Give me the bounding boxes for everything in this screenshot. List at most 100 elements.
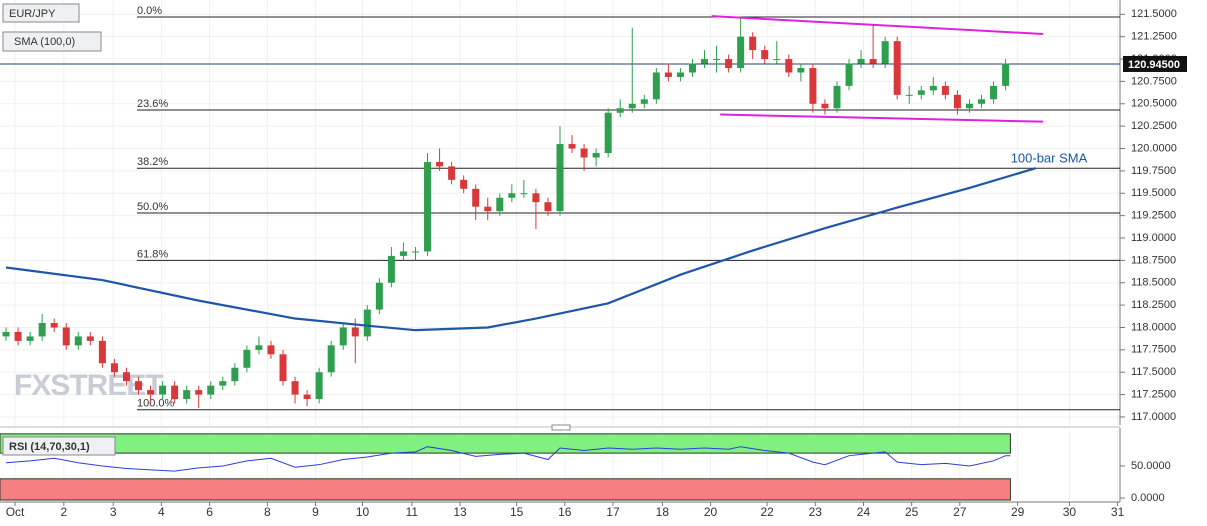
candle-body (520, 193, 528, 195)
candle-body (399, 251, 407, 256)
candle-body (556, 144, 564, 212)
candle-body (701, 59, 709, 64)
candle-body (749, 36, 757, 51)
oversold-band (0, 478, 1011, 501)
candle-body (616, 108, 624, 113)
channel-line (720, 113, 1043, 123)
candle-body (652, 72, 660, 100)
candle-body (387, 255, 395, 283)
x-tick-label: 9 (312, 505, 319, 519)
fib-label: 50.0% (137, 201, 168, 213)
candle-body (183, 390, 191, 400)
y-tick-label: 121.5000 (1131, 8, 1177, 20)
chart-title: EUR/JPY (9, 8, 56, 20)
candle-body (74, 336, 82, 346)
candle-body (14, 331, 22, 341)
candle-body (363, 309, 371, 337)
candle-body (508, 193, 516, 198)
x-tick-label: 4 (158, 505, 165, 519)
y-tick-label: 117.5000 (1131, 366, 1176, 378)
y-tick-label: 120.2500 (1131, 120, 1177, 132)
y-tick-label: 121.2500 (1131, 31, 1177, 43)
x-tick-label: 30 (1063, 505, 1077, 519)
y-tick-label: 118.0000 (1131, 321, 1176, 333)
candle-body (676, 72, 684, 77)
candle-body (255, 345, 263, 350)
candle-body (472, 188, 480, 207)
x-tick-label: 6 (206, 505, 213, 519)
candle-body (411, 251, 419, 253)
last-price-tag (1123, 55, 1187, 72)
candle-body (809, 68, 817, 104)
subtitle-box (2, 31, 102, 52)
y-tick-label: 119.0000 (1131, 232, 1176, 244)
y-tick-label: 50.0000 (1131, 460, 1171, 472)
candle-body (231, 367, 239, 382)
y-tick-label: 120.7500 (1131, 75, 1177, 87)
candle-body (303, 394, 311, 400)
candle-body (207, 385, 215, 395)
candle-body (351, 327, 359, 337)
x-tick-label: 8 (264, 505, 271, 519)
candle-body (279, 354, 287, 382)
chart-subtitle: SMA (100,0) (14, 36, 75, 48)
candle-body (965, 103, 973, 109)
candle-body (496, 197, 504, 212)
y-tick-label: 120.0000 (1131, 142, 1177, 154)
candle-body (484, 206, 492, 212)
candle-body (315, 372, 323, 400)
candle-body (604, 112, 612, 153)
y-tick-label: 117.0000 (1131, 411, 1176, 423)
rsi-line (5, 446, 1011, 472)
candle-body (797, 68, 805, 73)
candle-body (134, 381, 142, 391)
candle-body (592, 153, 600, 158)
y-tick-label: 117.7500 (1131, 344, 1176, 356)
x-tick-label: 31 (1111, 505, 1125, 519)
fib-label: 0.0% (137, 5, 162, 17)
candle-body (122, 372, 130, 382)
candle-body (339, 327, 347, 346)
candle-body (785, 59, 793, 73)
candle-body (2, 331, 10, 337)
fib-label: 23.6% (137, 98, 168, 110)
candle-body (881, 41, 889, 64)
candle-body (737, 36, 745, 68)
candle-body (845, 63, 853, 86)
candle-body (628, 103, 636, 109)
candle-body (50, 323, 58, 328)
candle-body (195, 390, 203, 395)
price-pane: 117.0000 117.2500 117.5000 117.7500 118.0000… (0, 0, 1187, 431)
candle-body (640, 99, 648, 104)
fib-label: 38.2% (137, 156, 168, 168)
x-tick-label: 3 (110, 505, 117, 519)
x-tick-label: 11 (406, 505, 419, 519)
sma-label: 100-bar SMA (1011, 151, 1088, 166)
candle-body (713, 59, 721, 61)
y-tick-label: 118.2500 (1131, 299, 1176, 311)
y-tick-label: 118.5000 (1131, 277, 1176, 289)
candle-body (147, 390, 155, 395)
y-tick-label: 119.7500 (1131, 165, 1176, 177)
candle-body (857, 59, 865, 64)
fib-label: 100.0% (137, 398, 175, 410)
x-tick-label: 24 (857, 505, 871, 519)
candle-body (86, 336, 94, 341)
candle-body (375, 282, 383, 310)
last-price-label: 120.94500 (1128, 59, 1180, 71)
y-tick-label: 119.2500 (1131, 210, 1176, 222)
sma-line (5, 167, 1037, 332)
candle-body (941, 85, 949, 95)
candle-body (219, 381, 227, 386)
candle-body (773, 59, 781, 61)
candle-body (725, 59, 733, 68)
y-tick-label: 120.5000 (1131, 98, 1177, 110)
x-tick-label: 25 (905, 505, 919, 519)
x-tick-label: 20 (704, 505, 718, 519)
candle-body (159, 385, 167, 395)
candle-body (291, 381, 299, 395)
candle-body (327, 345, 335, 373)
x-tick-label: 18 (656, 505, 670, 519)
